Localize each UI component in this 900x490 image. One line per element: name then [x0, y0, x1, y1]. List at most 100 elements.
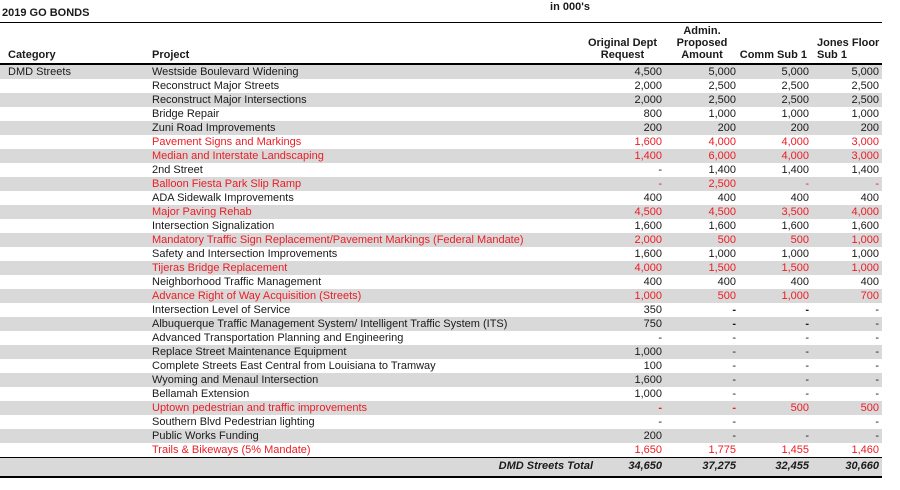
- title-divider: [0, 22, 882, 23]
- category-cell: [0, 163, 148, 177]
- value-cell: 800: [643, 108, 662, 120]
- value-cell: 1,600: [781, 220, 809, 232]
- project-cell: Tijeras Bridge Replacement: [152, 262, 288, 274]
- value-cell: 1,000: [708, 108, 736, 120]
- value-cell: 1,000: [634, 388, 662, 400]
- value-cell: 1,500: [708, 262, 736, 274]
- value-cell: -: [805, 332, 809, 344]
- value-cell: 1,460: [851, 444, 879, 456]
- project-cell: Safety and Intersection Improvements: [152, 248, 338, 260]
- project-cell: Reconstruct Major Streets: [152, 80, 280, 92]
- column-header-admin-proposed-amount: Admin. Proposed Amount: [676, 25, 728, 61]
- value-cell: -: [658, 178, 662, 190]
- value-cell: 400: [860, 276, 879, 288]
- table-header-row: Category Project Original Dept Request A…: [0, 23, 882, 65]
- value-cell: 1,600: [708, 220, 736, 232]
- value-cell: -: [658, 416, 662, 428]
- column-header-comm-sub-1: Comm Sub 1: [739, 49, 807, 61]
- table-row: Median and Interstate Landscaping 1,400 6,…: [0, 149, 882, 163]
- table-row: Uptown pedestrian and traffic improvemen…: [0, 401, 882, 415]
- table-row: Pavement Signs and Markings 1,600 4,000 4,0…: [0, 135, 882, 149]
- value-cell: -: [805, 430, 809, 442]
- total-admin-proposed-amount: 37,275: [702, 460, 736, 472]
- value-cell: -: [732, 346, 736, 358]
- project-cell: Reconstruct Major Intersections: [152, 94, 307, 106]
- value-cell: 400: [860, 192, 879, 204]
- project-cell: Southern Blvd Pedestrian lighting: [152, 416, 315, 428]
- value-cell: 3,500: [781, 206, 809, 218]
- category-cell: [0, 289, 148, 303]
- category-cell: [0, 443, 148, 457]
- value-cell: -: [875, 388, 879, 400]
- value-cell: 4,000: [708, 136, 736, 148]
- value-cell: 2,500: [851, 80, 879, 92]
- project-cell: Westside Boulevard Widening: [152, 66, 299, 78]
- table-row: Zuni Road Improvements 200 200 200 200: [0, 121, 882, 135]
- value-cell: 400: [643, 276, 662, 288]
- value-cell: -: [732, 374, 736, 386]
- project-cell: Zuni Road Improvements: [152, 122, 276, 134]
- project-cell: Replace Street Maintenance Equipment: [152, 346, 347, 358]
- value-cell: 1,000: [851, 262, 879, 274]
- table-row: DMD Streets Westside Boulevard Widening 4,…: [0, 65, 882, 79]
- value-cell: 1,000: [781, 290, 809, 302]
- category-cell: [0, 303, 148, 317]
- total-original-dept-request: 34,650: [628, 460, 662, 472]
- column-header-project: Project: [152, 49, 190, 61]
- value-cell: -: [732, 360, 736, 372]
- category-cell: [0, 135, 148, 149]
- project-cell: Complete Streets East Central from Louis…: [152, 360, 436, 372]
- value-cell: 700: [860, 290, 879, 302]
- table-row: Safety and Intersection Improvements 1,60…: [0, 247, 882, 261]
- column-header-jones-floor-sub-1: Jones Floor Sub 1: [817, 37, 880, 61]
- value-cell: 4,000: [781, 150, 809, 162]
- value-cell: -: [875, 178, 879, 190]
- category-cell: [0, 79, 148, 93]
- table-row: Tijeras Bridge Replacement 4,000 1,500 1,50…: [0, 261, 882, 275]
- category-cell: [0, 107, 148, 121]
- category-cell: [0, 121, 148, 135]
- table-row: ADA Sidewalk Improvements 400 400 400 400: [0, 191, 882, 205]
- category-cell: [0, 149, 148, 163]
- category-cell: [0, 93, 148, 107]
- value-cell: -: [732, 332, 736, 344]
- value-cell: 500: [717, 234, 736, 246]
- value-cell: 1,600: [851, 220, 879, 232]
- category-cell: [0, 205, 148, 219]
- table-row: 2nd Street - 1,400 1,400 1,400: [0, 163, 882, 177]
- project-cell: Advance Right of Way Acquisition (Street…: [152, 290, 362, 302]
- value-cell: 3,000: [851, 136, 879, 148]
- value-cell: 6,000: [708, 150, 736, 162]
- value-cell: -: [732, 388, 736, 400]
- category-cell: [0, 401, 148, 415]
- value-cell: -: [875, 332, 879, 344]
- category-cell: [0, 429, 148, 443]
- value-cell: 200: [860, 122, 879, 134]
- value-cell: 350: [643, 304, 662, 316]
- category-cell: [0, 177, 148, 191]
- value-cell: 200: [643, 430, 662, 442]
- category-cell: DMD Streets: [8, 66, 71, 78]
- project-cell: Intersection Level of Service: [152, 304, 291, 316]
- value-cell: 500: [790, 402, 809, 414]
- value-cell: 100: [643, 360, 662, 372]
- value-cell: 200: [790, 122, 809, 134]
- value-cell: 1,400: [708, 164, 736, 176]
- value-cell: 1,600: [634, 248, 662, 260]
- value-cell: 1,000: [851, 248, 879, 260]
- value-cell: 3,000: [851, 150, 879, 162]
- value-cell: 1,775: [708, 444, 736, 456]
- page-title: 2019 GO BONDS: [2, 7, 90, 19]
- project-cell: Bellamah Extension: [152, 388, 250, 400]
- value-cell: -: [805, 178, 809, 190]
- value-cell: 1,400: [851, 164, 879, 176]
- value-cell: -: [875, 360, 879, 372]
- value-cell: 200: [643, 122, 662, 134]
- value-cell: -: [732, 304, 736, 316]
- table-row: Albuquerque Traffic Management System/ I…: [0, 317, 882, 331]
- value-cell: 1,600: [634, 220, 662, 232]
- project-cell: Albuquerque Traffic Management System/ I…: [152, 318, 508, 330]
- value-cell: 200: [717, 122, 736, 134]
- value-cell: -: [875, 346, 879, 358]
